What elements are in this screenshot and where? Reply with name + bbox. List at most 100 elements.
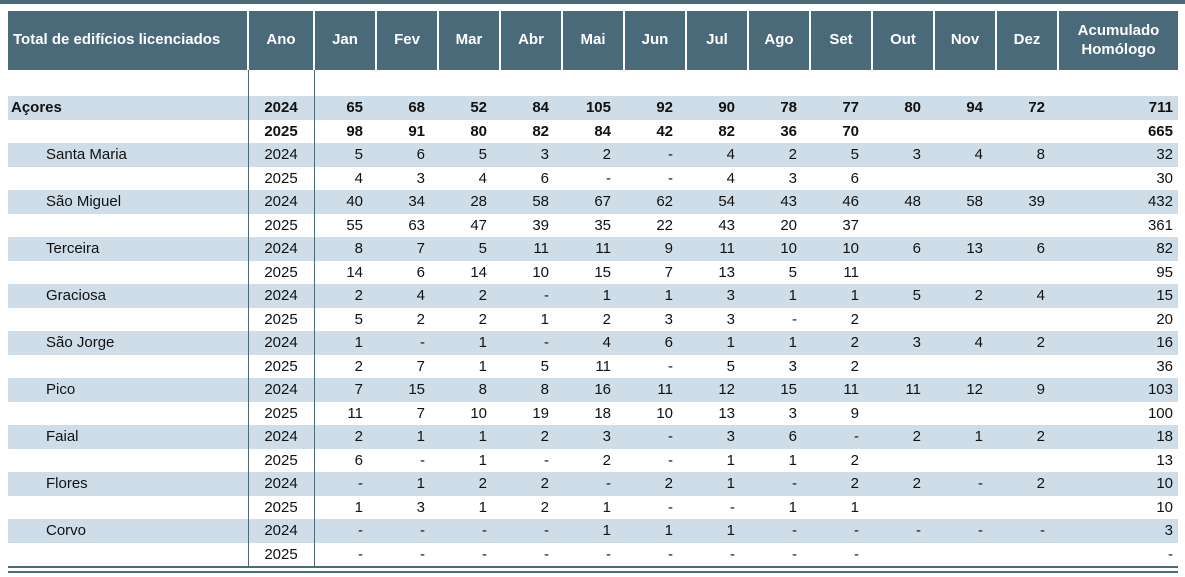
column-header-ago: Ago <box>748 11 811 70</box>
month-value-cell: 5 <box>354 146 363 164</box>
month-value-cell: 6 <box>664 334 673 352</box>
month-value-cell: 1 <box>788 287 797 305</box>
total-cell: 361 <box>1147 216 1173 234</box>
month-value-cell: 2 <box>478 287 487 305</box>
month-value-cell: 3 <box>912 334 921 352</box>
month-value-cell: - <box>854 545 859 563</box>
region-cell <box>8 543 248 567</box>
column-header-jun: Jun <box>624 11 687 70</box>
month-value-cell: - <box>606 169 611 187</box>
region-cell: Pico <box>46 381 76 399</box>
month-value-cell: - <box>358 545 363 563</box>
month-value-cell: 1 <box>788 334 797 352</box>
month-value-cell: 5 <box>354 310 363 328</box>
month-value-cell <box>996 543 1058 567</box>
year-cell: 2025 <box>247 119 315 143</box>
total-cell: 10 <box>1156 498 1173 516</box>
table-row: 2025 2 7 1 5 11 - 5 3 2 36 <box>8 354 1178 379</box>
month-value-cell: 68 <box>408 99 425 117</box>
total-cell: 82 <box>1156 240 1173 258</box>
month-value-cell: 10 <box>842 240 859 258</box>
column-header-set: Set <box>810 11 873 70</box>
month-value-cell <box>996 449 1058 473</box>
month-value-cell: 63 <box>408 216 425 234</box>
month-value-cell: - <box>420 334 425 352</box>
month-value-cell: 5 <box>726 357 735 375</box>
month-value-cell: 84 <box>594 122 611 140</box>
year-cell: 2024 <box>247 237 315 261</box>
month-value-cell: 43 <box>718 216 735 234</box>
month-value-cell: 2 <box>850 357 859 375</box>
month-value-cell: 2 <box>354 357 363 375</box>
column-header-nov: Nov <box>934 11 997 70</box>
month-value-cell: - <box>358 475 363 493</box>
month-value-cell: 2 <box>416 310 425 328</box>
month-value-cell: - <box>792 310 797 328</box>
month-value-cell <box>872 355 934 379</box>
month-value-cell: 2 <box>478 475 487 493</box>
table-row: 2025 55 63 47 39 35 22 43 20 37 361 <box>8 213 1178 237</box>
month-value-cell: 8 <box>478 381 487 399</box>
total-cell: 665 <box>1147 122 1173 140</box>
region-cell <box>8 308 248 332</box>
year-cell: 2025 <box>247 401 315 425</box>
month-value-cell <box>872 120 934 144</box>
month-value-cell: 90 <box>718 99 735 117</box>
month-value-cell: - <box>792 475 797 493</box>
table-row: 2025 4 3 4 6 - - 4 3 6 30 <box>8 166 1178 190</box>
month-value-cell: 2 <box>788 146 797 164</box>
month-value-cell: 3 <box>726 428 735 446</box>
year-cell: 2025 <box>247 307 315 331</box>
total-cell: 15 <box>1156 287 1173 305</box>
region-cell <box>8 449 248 473</box>
month-value-cell: 10 <box>656 404 673 422</box>
month-value-cell: 12 <box>966 381 983 399</box>
month-value-cell: 1 <box>726 522 735 540</box>
month-value-cell: - <box>544 545 549 563</box>
month-value-cell <box>934 261 996 285</box>
month-value-cell <box>872 402 934 426</box>
month-value-cell: 9 <box>1036 381 1045 399</box>
month-value-cell: 1 <box>354 334 363 352</box>
year-cell: 2025 <box>247 260 315 284</box>
month-value-cell <box>934 543 996 567</box>
region-cell: Terceira <box>46 240 100 258</box>
month-value-cell: 2 <box>602 310 611 328</box>
month-value-cell: 1 <box>478 428 487 446</box>
spacer-row <box>8 70 1178 96</box>
month-value-cell: 4 <box>974 146 983 164</box>
month-value-cell <box>996 402 1058 426</box>
month-value-cell: 4 <box>974 334 983 352</box>
total-cell: 30 <box>1156 169 1173 187</box>
month-value-cell: 5 <box>478 146 487 164</box>
header-row: Total de edifícios licenciados Ano Jan Fev M… <box>8 11 1178 70</box>
month-value-cell: 2 <box>850 451 859 469</box>
month-value-cell: 3 <box>788 169 797 187</box>
month-value-cell: 2 <box>602 146 611 164</box>
month-value-cell <box>872 261 934 285</box>
month-value-cell: 8 <box>1036 146 1045 164</box>
month-value-cell: 1 <box>478 451 487 469</box>
month-value-cell <box>934 308 996 332</box>
month-value-cell: 4 <box>726 146 735 164</box>
column-header-out: Out <box>872 11 935 70</box>
total-cell: 16 <box>1156 334 1173 352</box>
total-cell: 18 <box>1156 428 1173 446</box>
year-cell: 2024 <box>247 425 315 449</box>
month-value-cell: 1 <box>416 475 425 493</box>
year-cell: 2025 <box>247 166 315 190</box>
month-value-cell: 13 <box>718 404 735 422</box>
month-value-cell: 5 <box>912 287 921 305</box>
region-cell: Açores <box>11 99 62 117</box>
table-row: Faial 2024 2 1 1 2 3 - 3 6 - 2 1 2 18 <box>8 425 1178 449</box>
month-value-cell: 52 <box>470 99 487 117</box>
month-value-cell: 43 <box>780 193 797 211</box>
spacer-cell <box>314 70 1178 96</box>
month-value-cell: 3 <box>602 428 611 446</box>
month-value-cell <box>996 120 1058 144</box>
month-value-cell: 1 <box>726 451 735 469</box>
month-value-cell <box>872 543 934 567</box>
month-value-cell: 15 <box>408 381 425 399</box>
month-value-cell: - <box>916 522 921 540</box>
month-value-cell: 1 <box>974 428 983 446</box>
